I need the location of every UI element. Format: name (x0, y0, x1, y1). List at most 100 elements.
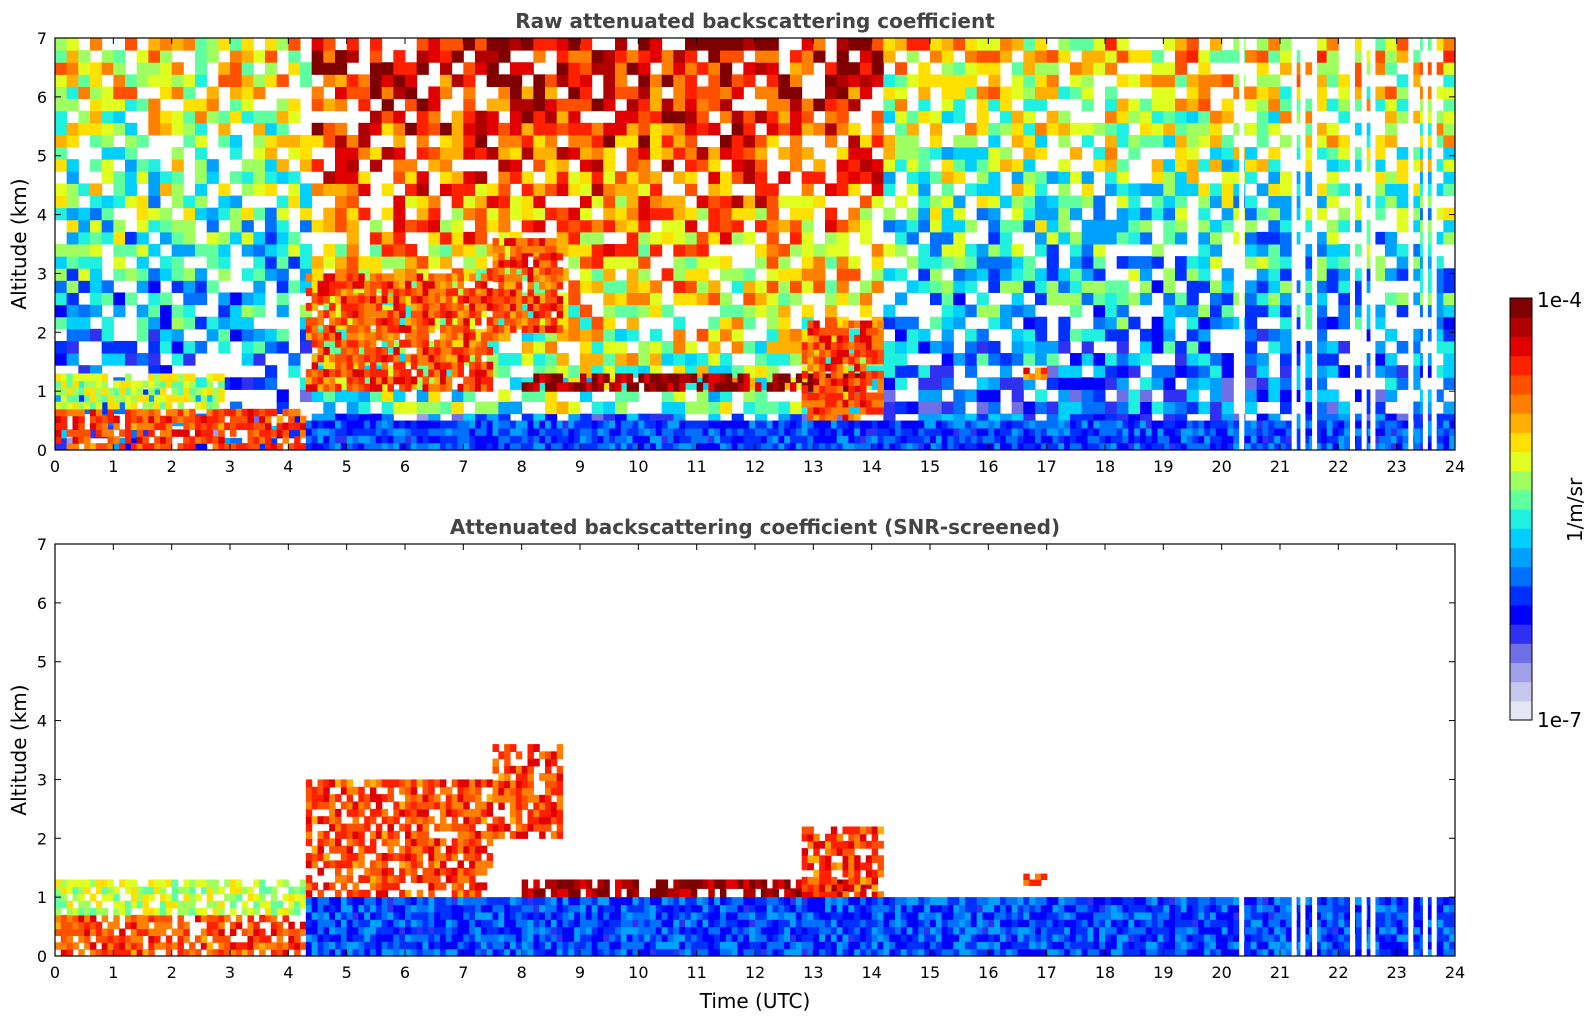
heatmap-cell (1385, 38, 1398, 51)
heatmap-cell (1163, 38, 1176, 51)
heatmap-cell (1385, 122, 1398, 136)
heatmap-cell (346, 427, 354, 436)
heatmap-cell (1035, 280, 1048, 293)
heatmap-cell (492, 303, 499, 312)
heatmap-cell (620, 435, 628, 444)
heatmap-cell (638, 373, 645, 383)
heatmap-cell (1140, 435, 1147, 444)
heatmap-cell (463, 317, 470, 326)
heatmap-cell (235, 415, 243, 424)
heatmap-cell (1116, 401, 1129, 415)
heatmap-cell (276, 268, 289, 281)
heatmap-cell (90, 86, 103, 100)
heatmap-cell (1437, 442, 1444, 450)
heatmap-cell (55, 280, 68, 293)
heatmap-cell (375, 347, 383, 355)
heatmap-cell (323, 62, 336, 75)
heatmap-cell (860, 370, 867, 379)
heatmap-cell (154, 436, 161, 444)
heatmap-cell (125, 98, 138, 112)
heatmap-cell (1221, 280, 1234, 293)
heatmap-cell (1058, 389, 1071, 403)
heatmap-cell (545, 183, 558, 197)
heatmap-cell (78, 373, 85, 382)
heatmap-cell (731, 304, 744, 318)
heatmap-cell (440, 147, 453, 160)
heatmap-cell (778, 147, 791, 160)
heatmap-cell (930, 122, 943, 136)
heatmap-cell (434, 435, 441, 444)
heatmap-cell (428, 244, 441, 257)
heatmap-cell (1221, 316, 1234, 330)
heatmap-cell (1245, 353, 1258, 366)
heatmap-cell (1105, 159, 1118, 172)
heatmap-cell (696, 427, 704, 436)
heatmap-cell (189, 436, 196, 444)
heatmap-cell (475, 183, 488, 197)
heatmap-cell (650, 435, 657, 444)
heatmap-cell (463, 110, 476, 124)
heatmap-cell (941, 38, 954, 51)
heatmap-cell (1425, 435, 1433, 444)
heatmap-cell (125, 353, 138, 366)
heatmap-cell (1198, 86, 1211, 100)
heatmap-cell (696, 280, 709, 293)
heatmap-cell (825, 62, 838, 75)
heatmap-cell (276, 231, 289, 245)
heatmap-cell (66, 443, 74, 450)
heatmap-cell (171, 219, 184, 233)
heatmap-cell (1087, 420, 1094, 429)
heatmap-cell (819, 414, 826, 422)
heatmap-cell (545, 435, 552, 444)
heatmap-cell (346, 171, 359, 184)
heatmap-cell (265, 50, 278, 63)
heatmap-cell (848, 159, 861, 172)
heatmap-cell (1280, 427, 1287, 436)
heatmap-cell (930, 256, 943, 269)
heatmap-cell (405, 369, 412, 378)
heatmap-cell (276, 134, 289, 148)
heatmap-cell (311, 38, 324, 51)
heatmap-cell (609, 435, 616, 444)
heatmap-cell (1151, 401, 1164, 415)
heatmap-cell (550, 382, 558, 392)
heatmap-cell (1035, 401, 1048, 415)
heatmap-cell (661, 134, 674, 148)
heatmap-cell (125, 373, 132, 382)
heatmap-cell (580, 86, 593, 100)
heatmap-cell (206, 110, 219, 124)
heatmap-cell (410, 354, 418, 363)
heatmap-cell (475, 171, 488, 184)
heatmap-cell (504, 435, 511, 444)
heatmap-cell (871, 349, 879, 358)
heatmap-cell (469, 302, 476, 311)
heatmap-cell (720, 134, 733, 148)
heatmap-cell (218, 415, 225, 424)
heatmap-cell (451, 324, 459, 333)
heatmap-cell (1058, 231, 1071, 245)
heatmap-cell (1058, 159, 1071, 172)
heatmap-cell (200, 415, 208, 424)
heatmap-cell (877, 427, 884, 436)
heatmap-cell (358, 280, 365, 289)
heatmap-cell (311, 435, 319, 444)
heatmap-cell (1163, 442, 1170, 450)
heatmap-cell (1221, 74, 1234, 87)
heatmap-cell (1221, 304, 1234, 318)
heatmap-cell (580, 62, 593, 75)
heatmap-cell (276, 38, 289, 51)
heatmap-cell (165, 380, 173, 389)
heatmap-cell (405, 159, 418, 172)
heatmap-cell (702, 435, 709, 444)
heatmap-cell (755, 353, 768, 366)
heatmap-cell (364, 339, 371, 348)
heatmap-cell (1210, 38, 1223, 51)
heatmap-cell (241, 443, 249, 450)
heatmap-cell (434, 442, 441, 450)
heatmap-cell (1443, 427, 1450, 436)
heatmap-cell (95, 373, 103, 382)
heatmap-cell (95, 387, 103, 396)
heatmap-cell (1151, 435, 1159, 444)
heatmap-cell (1385, 183, 1398, 197)
heatmap-cell (930, 292, 943, 306)
